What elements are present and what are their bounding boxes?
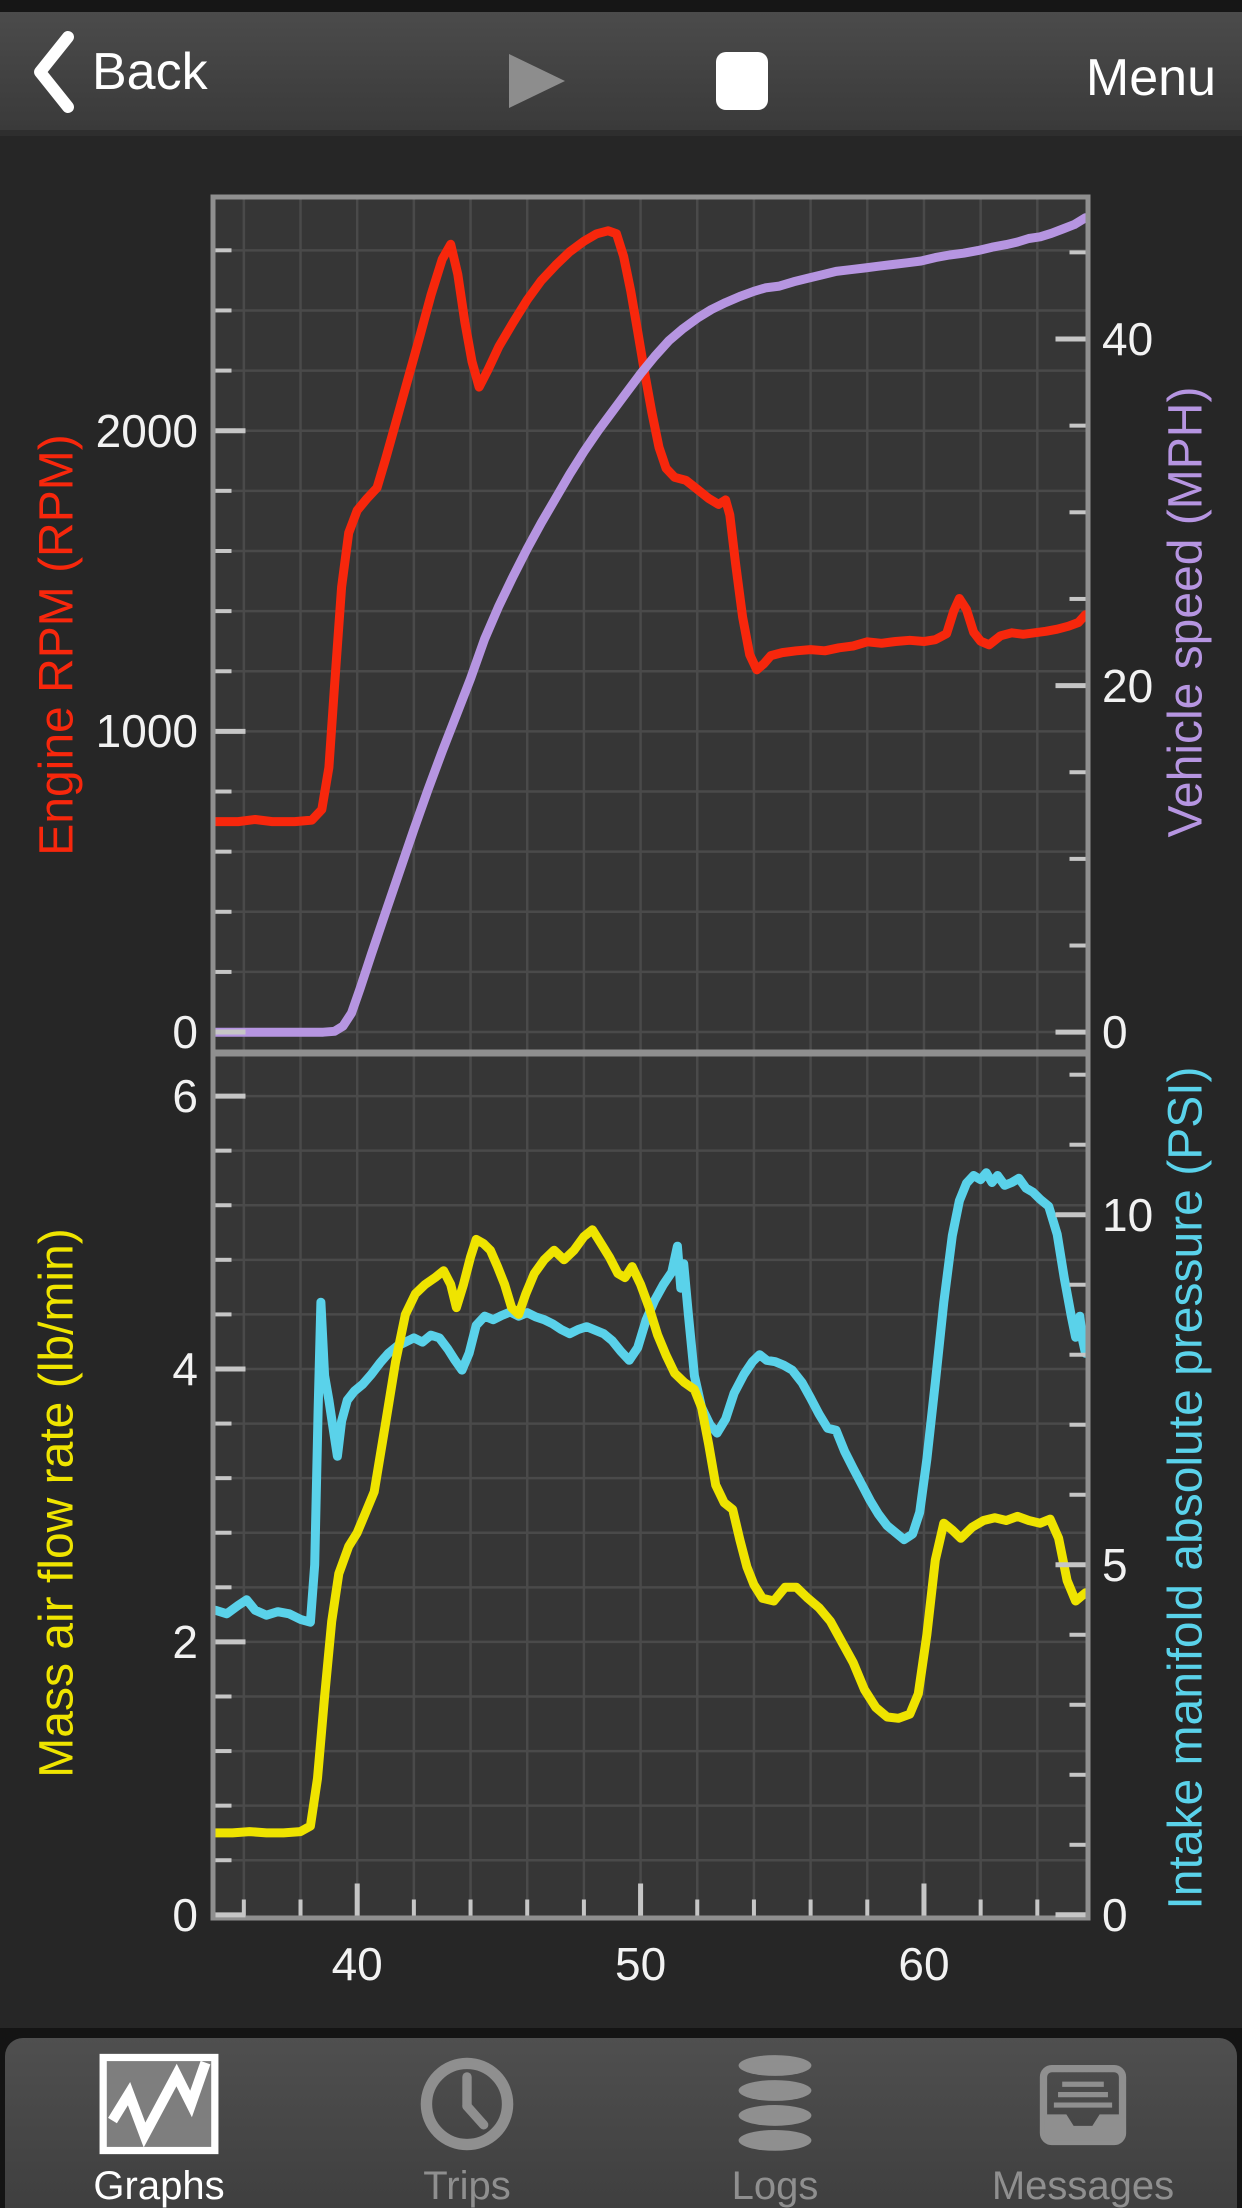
back-label: Back	[92, 43, 208, 101]
database-icon	[723, 2052, 827, 2156]
tab-label-messages: Messages	[991, 2164, 1175, 2208]
play-icon[interactable]	[509, 54, 565, 113]
nav-bar: Back Menu	[0, 12, 1242, 136]
menu-button[interactable]: Menu	[1085, 49, 1216, 107]
stop-button[interactable]	[716, 52, 768, 110]
inbox-icon	[1031, 2052, 1135, 2156]
tab-trips[interactable]: Trips	[313, 2038, 621, 2208]
tab-label-graphs: Graphs	[93, 2164, 225, 2208]
back-chevron-icon	[28, 30, 78, 114]
tab-label-logs: Logs	[731, 2164, 819, 2208]
clock-icon	[415, 2052, 519, 2156]
back-button[interactable]: Back	[28, 30, 208, 114]
tab-graphs[interactable]: Graphs	[5, 2038, 313, 2208]
tab-bar-body: Graphs Trips	[5, 2038, 1237, 2208]
tab-logs[interactable]: Logs	[621, 2038, 929, 2208]
tab-messages[interactable]: Messages	[929, 2038, 1237, 2208]
line-chart-icon	[98, 2052, 220, 2156]
status-bar-strip	[0, 0, 1242, 12]
tab-label-trips: Trips	[423, 2164, 511, 2208]
